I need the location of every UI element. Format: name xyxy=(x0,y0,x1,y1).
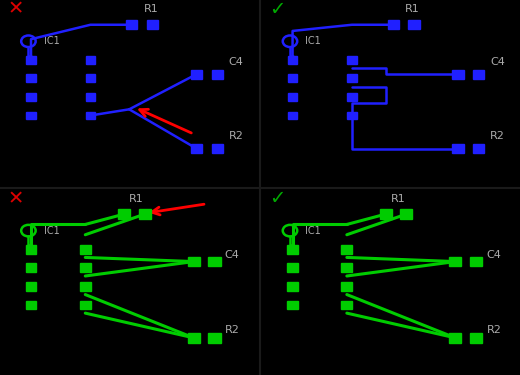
Bar xyxy=(347,75,357,82)
Bar xyxy=(452,70,463,79)
Text: C4: C4 xyxy=(229,57,243,67)
Bar xyxy=(473,70,484,79)
Text: R1: R1 xyxy=(144,4,158,14)
Bar xyxy=(26,112,36,119)
Bar xyxy=(287,245,298,254)
Bar xyxy=(191,70,202,79)
Bar xyxy=(188,257,200,266)
Text: ✓: ✓ xyxy=(269,189,285,208)
Bar xyxy=(473,144,484,153)
Bar xyxy=(147,20,158,29)
Bar xyxy=(25,300,36,309)
Bar xyxy=(209,333,220,343)
Bar xyxy=(26,93,36,101)
Bar xyxy=(212,144,223,153)
Bar xyxy=(342,300,352,309)
Text: ✓: ✓ xyxy=(269,0,285,19)
Bar xyxy=(26,75,36,82)
Text: R2: R2 xyxy=(229,131,243,141)
Text: ✕: ✕ xyxy=(8,0,24,19)
Bar xyxy=(191,144,202,153)
Bar xyxy=(342,282,352,291)
Text: R2: R2 xyxy=(225,325,240,334)
Bar xyxy=(25,282,36,291)
Bar xyxy=(470,333,482,343)
Text: IC1: IC1 xyxy=(44,226,60,236)
Text: R2: R2 xyxy=(486,325,501,334)
Bar xyxy=(409,20,420,29)
Text: IC1: IC1 xyxy=(305,36,321,46)
Bar xyxy=(80,282,90,291)
Bar xyxy=(80,245,90,254)
Bar xyxy=(287,263,298,272)
Text: ✕: ✕ xyxy=(8,189,24,208)
Text: R1: R1 xyxy=(129,194,144,204)
Bar xyxy=(288,75,297,82)
Text: C4: C4 xyxy=(225,251,240,260)
Bar xyxy=(86,93,95,101)
Bar xyxy=(118,209,130,219)
Bar xyxy=(380,209,392,219)
Bar xyxy=(347,112,357,119)
Bar xyxy=(287,300,298,309)
Bar xyxy=(449,333,461,343)
Bar xyxy=(288,56,297,64)
Bar xyxy=(342,263,352,272)
Bar xyxy=(470,257,482,266)
Bar xyxy=(288,112,297,119)
Bar xyxy=(209,257,220,266)
Bar xyxy=(86,56,95,64)
Bar xyxy=(388,20,399,29)
Bar xyxy=(126,20,137,29)
Bar xyxy=(25,263,36,272)
Bar xyxy=(342,245,352,254)
Text: IC1: IC1 xyxy=(44,36,60,46)
Bar xyxy=(86,75,95,82)
Bar xyxy=(347,93,357,101)
Text: R2: R2 xyxy=(490,131,505,141)
Bar xyxy=(212,70,223,79)
Bar xyxy=(188,333,200,343)
Bar xyxy=(80,263,90,272)
Text: R1: R1 xyxy=(391,194,406,204)
Bar xyxy=(347,56,357,64)
Bar xyxy=(25,245,36,254)
Bar xyxy=(449,257,461,266)
Text: C4: C4 xyxy=(486,251,501,260)
Bar xyxy=(26,56,36,64)
Bar xyxy=(288,93,297,101)
Bar xyxy=(139,209,151,219)
Bar xyxy=(287,282,298,291)
Bar xyxy=(86,112,95,119)
Text: IC1: IC1 xyxy=(305,226,321,236)
Bar xyxy=(400,209,412,219)
Bar xyxy=(80,300,90,309)
Bar xyxy=(452,144,463,153)
Text: C4: C4 xyxy=(490,57,505,67)
Text: R1: R1 xyxy=(405,4,420,14)
